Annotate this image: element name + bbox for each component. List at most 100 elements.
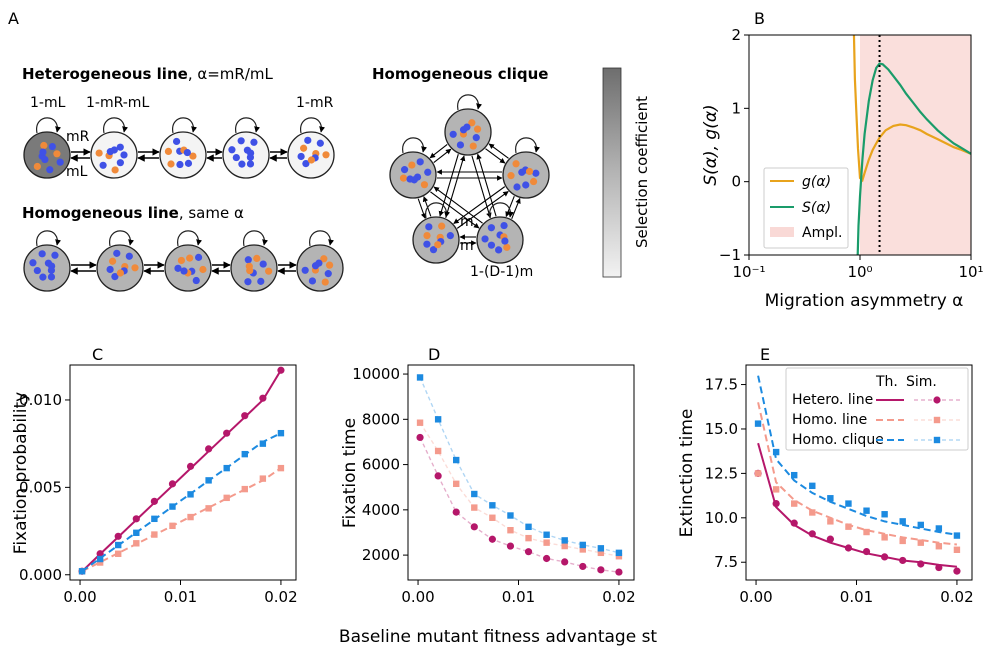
individual-dot	[456, 141, 465, 149]
y-tick-label: 15.0	[705, 420, 738, 438]
sim-point-homo-clique	[917, 521, 924, 529]
hom-deme-3	[164, 230, 212, 292]
clique-deme-1	[444, 94, 492, 156]
self-loop-arrow	[36, 117, 62, 134]
sim-point-homo-line	[791, 500, 798, 507]
individual-dot	[245, 262, 253, 270]
individual-dot	[424, 168, 432, 176]
panel-label-b: B	[754, 9, 765, 28]
sim-point-hetero	[506, 542, 515, 550]
d-ylabel: Fixation time	[340, 418, 360, 528]
x-tick-label: 0.02	[602, 588, 635, 606]
individual-dot	[56, 158, 64, 166]
sim-point-hetero	[416, 433, 424, 442]
individual-dot	[406, 175, 414, 183]
y-tick-label: 17.5	[705, 376, 738, 394]
y-tick-label: 0.005	[19, 478, 62, 496]
individual-dot	[199, 265, 207, 274]
clique-edge	[433, 148, 452, 164]
legend-label-homo-line: Homo. line	[792, 412, 867, 428]
individual-dot	[180, 267, 188, 275]
theory-line-homo-line	[81, 467, 282, 573]
sim-point-homo-clique	[543, 531, 550, 538]
x-tick-label: 0.00	[63, 588, 96, 606]
sim-point-hetero	[114, 532, 122, 540]
sim-point-homo-clique	[277, 429, 285, 437]
hom-deme-1	[23, 230, 71, 292]
clique-deme-4	[412, 202, 460, 264]
individual-dot	[39, 148, 47, 156]
sim-point-homo-line	[881, 534, 888, 541]
sim-point-homo-line	[416, 419, 424, 426]
deme-circle	[230, 244, 278, 292]
individual-dot	[316, 139, 324, 147]
legend-sim-marker	[933, 436, 941, 444]
sim-point-hetero	[844, 544, 853, 552]
legend-sim-marker	[933, 416, 941, 424]
heterogeneous-line-diagram	[23, 117, 335, 179]
hom-deme-2	[96, 230, 144, 292]
clique-edge	[485, 148, 506, 164]
sim-point-hetero	[826, 535, 834, 543]
individual-dot	[189, 152, 197, 160]
individual-dot	[194, 253, 203, 261]
sim-point-homo-clique	[489, 502, 496, 509]
deme-circle	[159, 131, 207, 179]
sim-point-homo-line	[597, 549, 605, 557]
colorbar-label: Selection coefficient	[633, 96, 651, 248]
sim-point-homo-clique	[96, 555, 104, 563]
individual-dot	[320, 255, 328, 263]
y-tick-label: 8000	[362, 410, 400, 428]
y-tick-label: 0.010	[19, 391, 62, 409]
clique-edge	[511, 197, 521, 220]
sim-point-homo-clique	[754, 420, 762, 427]
e-ylabel: Extinction time	[677, 409, 697, 538]
clique-deme-5	[389, 137, 437, 199]
self-loop-arrow	[36, 230, 62, 247]
series-line-g	[852, 35, 971, 183]
sim-point-homo-line	[489, 514, 496, 521]
sim-guide-homo-clique	[419, 377, 620, 554]
het-deme-5	[287, 117, 335, 179]
theory-line-hetero	[757, 442, 957, 568]
clique-edge	[430, 191, 480, 229]
individual-dot	[47, 273, 56, 281]
sim-point-homo-line	[543, 539, 550, 546]
sim-point-homo-clique	[133, 529, 140, 537]
panel-label-e: E	[760, 345, 770, 364]
x-tick-label: 10⁻¹	[732, 263, 765, 281]
amplification-region	[860, 35, 971, 255]
individual-dot	[244, 256, 252, 264]
sim-point-homo-line	[772, 486, 780, 493]
sim-point-hetero	[470, 523, 478, 531]
clique-edge	[505, 195, 515, 218]
y-tick-label: 0.000	[19, 566, 62, 584]
legend-sim-marker	[933, 396, 941, 404]
sim-point-homo-clique	[809, 482, 816, 490]
sim-point-homo-line	[561, 542, 568, 550]
legend-header-sim: Sim.	[906, 374, 937, 390]
shared-xlabel: Baseline mutant fitness advantage st	[339, 627, 658, 647]
self-loop-arrow	[103, 117, 129, 134]
sim-point-homo-clique	[259, 440, 267, 447]
individual-dot	[38, 250, 46, 258]
sim-point-hetero	[808, 530, 816, 538]
individual-dot	[301, 266, 309, 274]
clique-edge	[422, 196, 432, 217]
loop-label-1-mL: 1-mL	[30, 95, 66, 111]
sim-point-homo-clique	[772, 448, 780, 456]
individual-dot	[246, 153, 255, 161]
sim-point-hetero	[524, 548, 533, 556]
individual-dot	[183, 148, 191, 157]
sim-point-homo-line	[471, 504, 478, 511]
individual-dot	[164, 147, 173, 156]
sim-point-homo-line	[205, 505, 212, 512]
individual-dot	[184, 159, 193, 167]
sim-point-hetero	[488, 535, 496, 543]
individual-dot	[297, 152, 305, 161]
b-ylabel: S(α), g(α)	[701, 104, 721, 185]
sim-point-homo-clique	[899, 518, 906, 525]
individual-dot	[33, 266, 41, 275]
sim-point-homo-line	[259, 475, 267, 482]
clique-edge	[488, 143, 509, 159]
